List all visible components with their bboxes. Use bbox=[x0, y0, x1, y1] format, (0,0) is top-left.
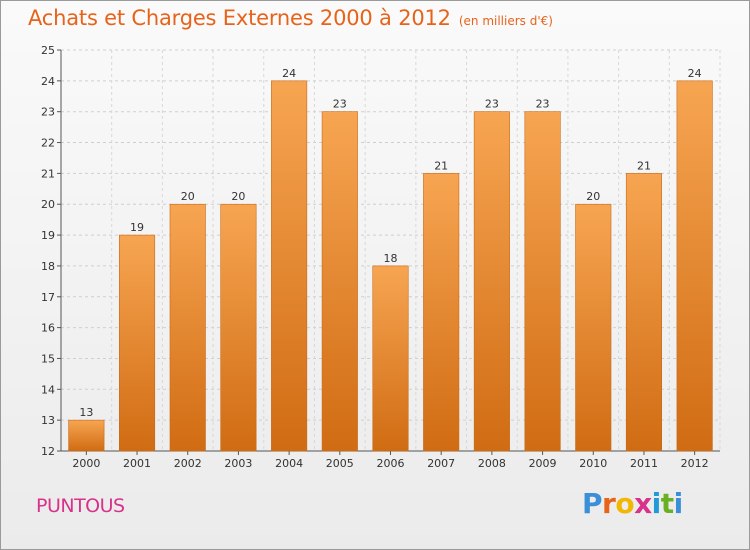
bar-2010 bbox=[575, 203, 612, 452]
x-tick-label-2010: 2010 bbox=[579, 457, 607, 470]
logo-letter: P bbox=[582, 487, 603, 520]
value-label-2012: 24 bbox=[688, 67, 702, 80]
value-label-2005: 23 bbox=[333, 98, 347, 111]
y-tick-label: 12 bbox=[41, 445, 55, 458]
bar-2011 bbox=[625, 173, 663, 452]
x-tick-label-2005: 2005 bbox=[326, 457, 354, 470]
y-tick-label: 17 bbox=[41, 291, 55, 304]
bar-2012 bbox=[676, 80, 713, 452]
logo-letter: i bbox=[651, 487, 662, 520]
logo-letter: o bbox=[615, 487, 635, 520]
logo-letter: x bbox=[634, 487, 652, 520]
y-tick-label: 13 bbox=[41, 414, 55, 427]
value-label-2011: 21 bbox=[637, 159, 651, 172]
chart-title: Achats et Charges Externes 2000 à 2012 (e… bbox=[28, 6, 553, 30]
y-tick-label: 19 bbox=[41, 229, 55, 242]
bar-2001 bbox=[118, 234, 156, 452]
bar-2000 bbox=[68, 419, 105, 452]
x-tick-label-2012: 2012 bbox=[681, 457, 709, 470]
bar-2008 bbox=[473, 111, 510, 452]
labels: 12 13 14 15 16 17 18 19 20 21 22 23 24 25 13 2000 19 2001… bbox=[41, 44, 709, 470]
y-tick-label: 15 bbox=[41, 352, 55, 365]
x-tick-label-2011: 2011 bbox=[630, 457, 658, 470]
y-tick-label: 23 bbox=[41, 106, 55, 119]
logo-letter: r bbox=[602, 487, 616, 520]
value-label-2009: 23 bbox=[536, 98, 550, 111]
y-tick-label: 21 bbox=[41, 167, 55, 180]
value-label-2000: 13 bbox=[79, 406, 93, 419]
bar-2003 bbox=[220, 203, 257, 452]
x-tick-label-2004: 2004 bbox=[275, 457, 303, 470]
value-label-2010: 20 bbox=[586, 190, 600, 203]
y-tick-label: 24 bbox=[41, 75, 55, 88]
value-label-2007: 21 bbox=[434, 159, 448, 172]
y-tick-label: 25 bbox=[41, 44, 55, 57]
chart-subtitle: (en milliers d'€) bbox=[458, 14, 553, 28]
bar-2005 bbox=[321, 111, 358, 452]
y-tick-label: 22 bbox=[41, 137, 55, 150]
value-label-2006: 18 bbox=[384, 252, 398, 265]
logo-letter: t bbox=[660, 487, 674, 520]
chart-title-text: Achats et Charges Externes 2000 à 2012 bbox=[28, 6, 451, 30]
value-label-2003: 20 bbox=[231, 190, 245, 203]
y-tick-label: 20 bbox=[41, 198, 55, 211]
value-label-2008: 23 bbox=[485, 98, 499, 111]
place-name: PUNTOUS bbox=[36, 495, 125, 517]
y-tick-label: 18 bbox=[41, 260, 55, 273]
x-tick-label-2001: 2001 bbox=[123, 457, 151, 470]
x-tick-label-2006: 2006 bbox=[377, 457, 405, 470]
x-tick-label-2007: 2007 bbox=[427, 457, 455, 470]
value-label-2004: 24 bbox=[282, 67, 296, 80]
bars bbox=[68, 80, 713, 452]
bar-2009 bbox=[524, 111, 561, 452]
y-tick-label: 14 bbox=[41, 383, 55, 396]
value-label-2002: 20 bbox=[181, 190, 195, 203]
bar-2007 bbox=[423, 173, 460, 452]
logo-letter: i bbox=[673, 487, 684, 520]
x-tick-label-2008: 2008 bbox=[478, 457, 506, 470]
bar-2004 bbox=[271, 80, 308, 452]
value-label-2001: 19 bbox=[130, 221, 144, 234]
x-tick-label-2000: 2000 bbox=[72, 457, 100, 470]
bar-2006 bbox=[372, 265, 409, 452]
bar-2002 bbox=[169, 203, 206, 452]
y-tick-label: 16 bbox=[41, 322, 55, 335]
x-tick-label-2009: 2009 bbox=[529, 457, 557, 470]
x-tick-label-2002: 2002 bbox=[174, 457, 202, 470]
proxiti-logo[interactable]: Proxiti bbox=[582, 487, 683, 520]
x-tick-label-2003: 2003 bbox=[224, 457, 252, 470]
